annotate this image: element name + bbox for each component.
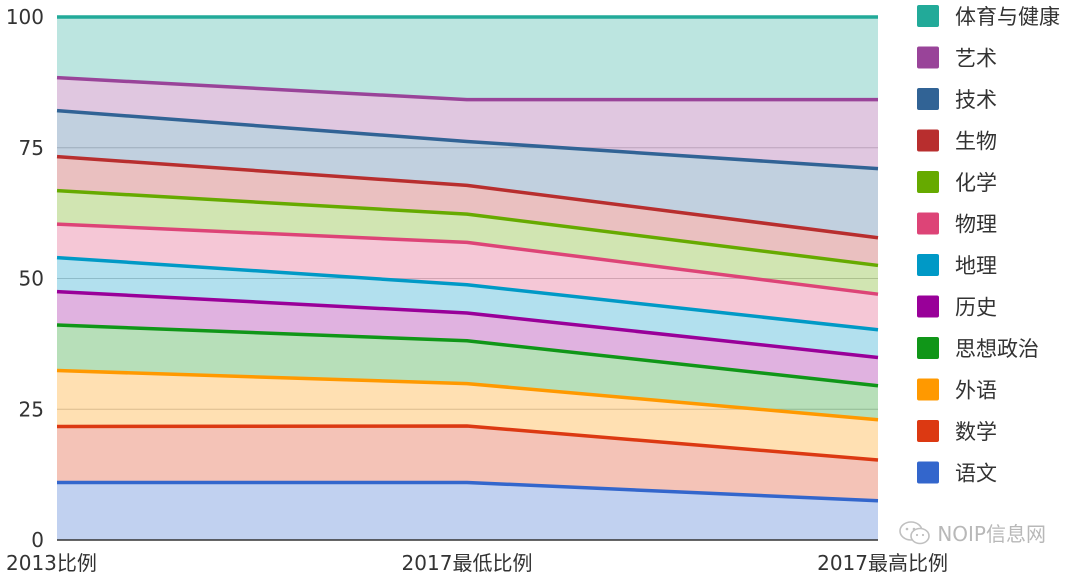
line-物理 [56, 222, 879, 296]
watermark: NOIP信息网 [899, 518, 1046, 547]
legend-swatch [917, 337, 939, 359]
area-外语 [57, 370, 878, 460]
area-物理 [57, 224, 878, 330]
area-地理 [57, 257, 878, 358]
wechat-icon [899, 520, 931, 544]
x-category-label: 2017最低比例 [402, 551, 533, 575]
legend-label: 地理 [955, 254, 997, 278]
line-艺术 [56, 75, 878, 102]
line-化学 [56, 188, 879, 268]
line-生物 [56, 154, 879, 240]
y-tick-label: 100 [6, 5, 44, 29]
legend-label: 技术 [955, 88, 997, 112]
legend-label: 外语 [955, 379, 997, 403]
legend-swatch [917, 378, 939, 401]
legend-swatch [917, 46, 939, 69]
legend-swatch [917, 420, 939, 442]
series-lines [56, 15, 879, 503]
legend-label: 语文 [955, 462, 997, 486]
y-tick-label: 0 [31, 528, 44, 552]
watermark-text: NOIP信息网 [937, 522, 1046, 546]
axes: 0 25 50 75 100 2013比例 2017最低比例 2017最高比例 [6, 5, 948, 575]
y-tick-label: 75 [19, 136, 44, 160]
line-外语 [56, 368, 879, 422]
area-语文 [57, 482, 878, 540]
legend-label: 思想政治 [955, 337, 1039, 361]
line-技术 [56, 108, 879, 171]
legend-swatch [917, 254, 939, 276]
legend-label: 艺术 [955, 47, 997, 71]
area-思想政治 [57, 325, 878, 420]
legend-swatch [917, 129, 939, 152]
legend-swatch [917, 171, 939, 193]
line-语文 [57, 480, 879, 503]
legend-label: 历史 [955, 296, 997, 320]
legend-label: 体育与健康 [955, 5, 1060, 29]
line-数学 [56, 424, 879, 462]
legend-swatch [917, 461, 939, 484]
legend-swatch [917, 212, 939, 235]
line-历史 [56, 289, 879, 360]
legend-label: 数学 [955, 420, 997, 444]
area-技术 [57, 110, 878, 238]
legend-swatch [917, 295, 939, 318]
line-思想政治 [56, 323, 879, 388]
legend-label: 化学 [955, 171, 997, 195]
x-category-label: 2013比例 [6, 551, 97, 575]
y-tick-label: 50 [19, 267, 44, 291]
legend-swatch [917, 88, 939, 110]
legend-swatch [917, 5, 939, 27]
x-category-label: 2017最高比例 [817, 551, 948, 575]
legend-label: 生物 [955, 130, 997, 154]
line-地理 [56, 255, 879, 332]
area-体育与健康 [57, 17, 878, 100]
legend-label: 物理 [955, 213, 997, 237]
y-tick-label: 25 [19, 397, 44, 421]
